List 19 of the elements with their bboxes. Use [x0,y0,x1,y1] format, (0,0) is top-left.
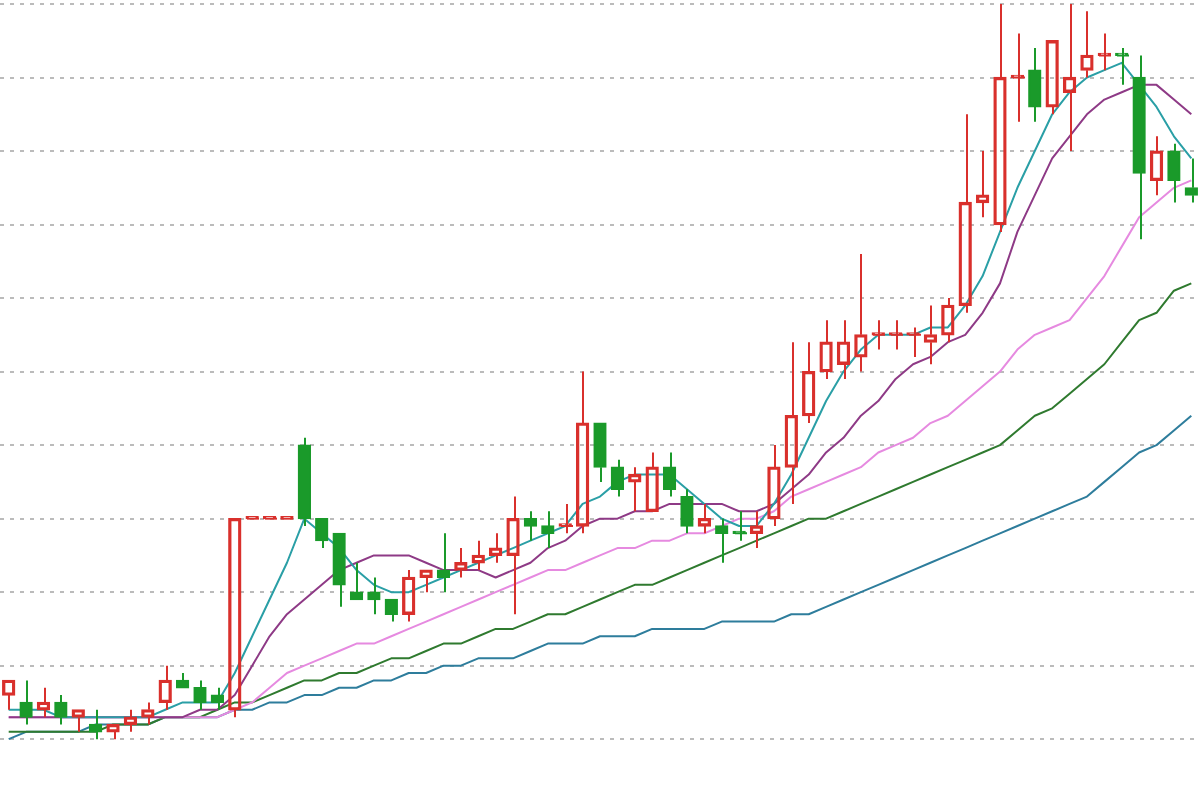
candlestick [1132,54,1146,241]
candlestick [593,422,607,483]
candlestick [54,694,68,726]
candlestick [610,458,625,498]
candlestick [715,517,729,564]
candlestick [210,686,225,711]
candlestick [680,488,694,535]
candlestick [1184,157,1198,204]
candlestick [19,679,33,726]
candlestick [297,436,312,527]
candlestick [436,532,451,594]
candlestick [662,451,677,498]
candlestick [367,576,381,616]
candlestick [541,510,555,550]
candlestick [1028,47,1042,123]
candlestick [315,517,329,550]
candlestick [523,510,538,542]
candlestick [88,708,103,741]
candlestick [1167,142,1181,204]
